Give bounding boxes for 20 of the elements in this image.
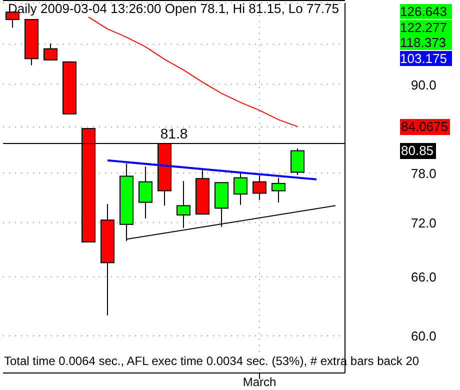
candlestick bbox=[290, 148, 304, 176]
text: 103.175 bbox=[400, 50, 452, 66]
text: 122.277 bbox=[400, 20, 452, 34]
y-tick-label: 78.0 bbox=[411, 166, 436, 182]
text: 80.85 bbox=[400, 142, 436, 159]
y-tick-label: 60.0 bbox=[411, 328, 436, 344]
candlestick bbox=[138, 166, 152, 219]
line-series bbox=[88, 16, 298, 128]
ref-line-label: 81.8 bbox=[160, 126, 188, 142]
text: 126.643 bbox=[400, 4, 452, 19]
x-tick-label: March bbox=[242, 375, 276, 389]
candlestick bbox=[44, 43, 58, 60]
candlestick bbox=[252, 174, 266, 200]
candlestick bbox=[234, 172, 248, 206]
candlestick bbox=[272, 177, 286, 203]
y-tick-label: 90.0 bbox=[411, 77, 436, 92]
y-tick-label: 72.0 bbox=[411, 216, 436, 231]
text: 118.373 bbox=[400, 35, 452, 50]
y-tick-label: 66.0 bbox=[411, 270, 436, 285]
text: 84.0675 bbox=[400, 118, 450, 135]
